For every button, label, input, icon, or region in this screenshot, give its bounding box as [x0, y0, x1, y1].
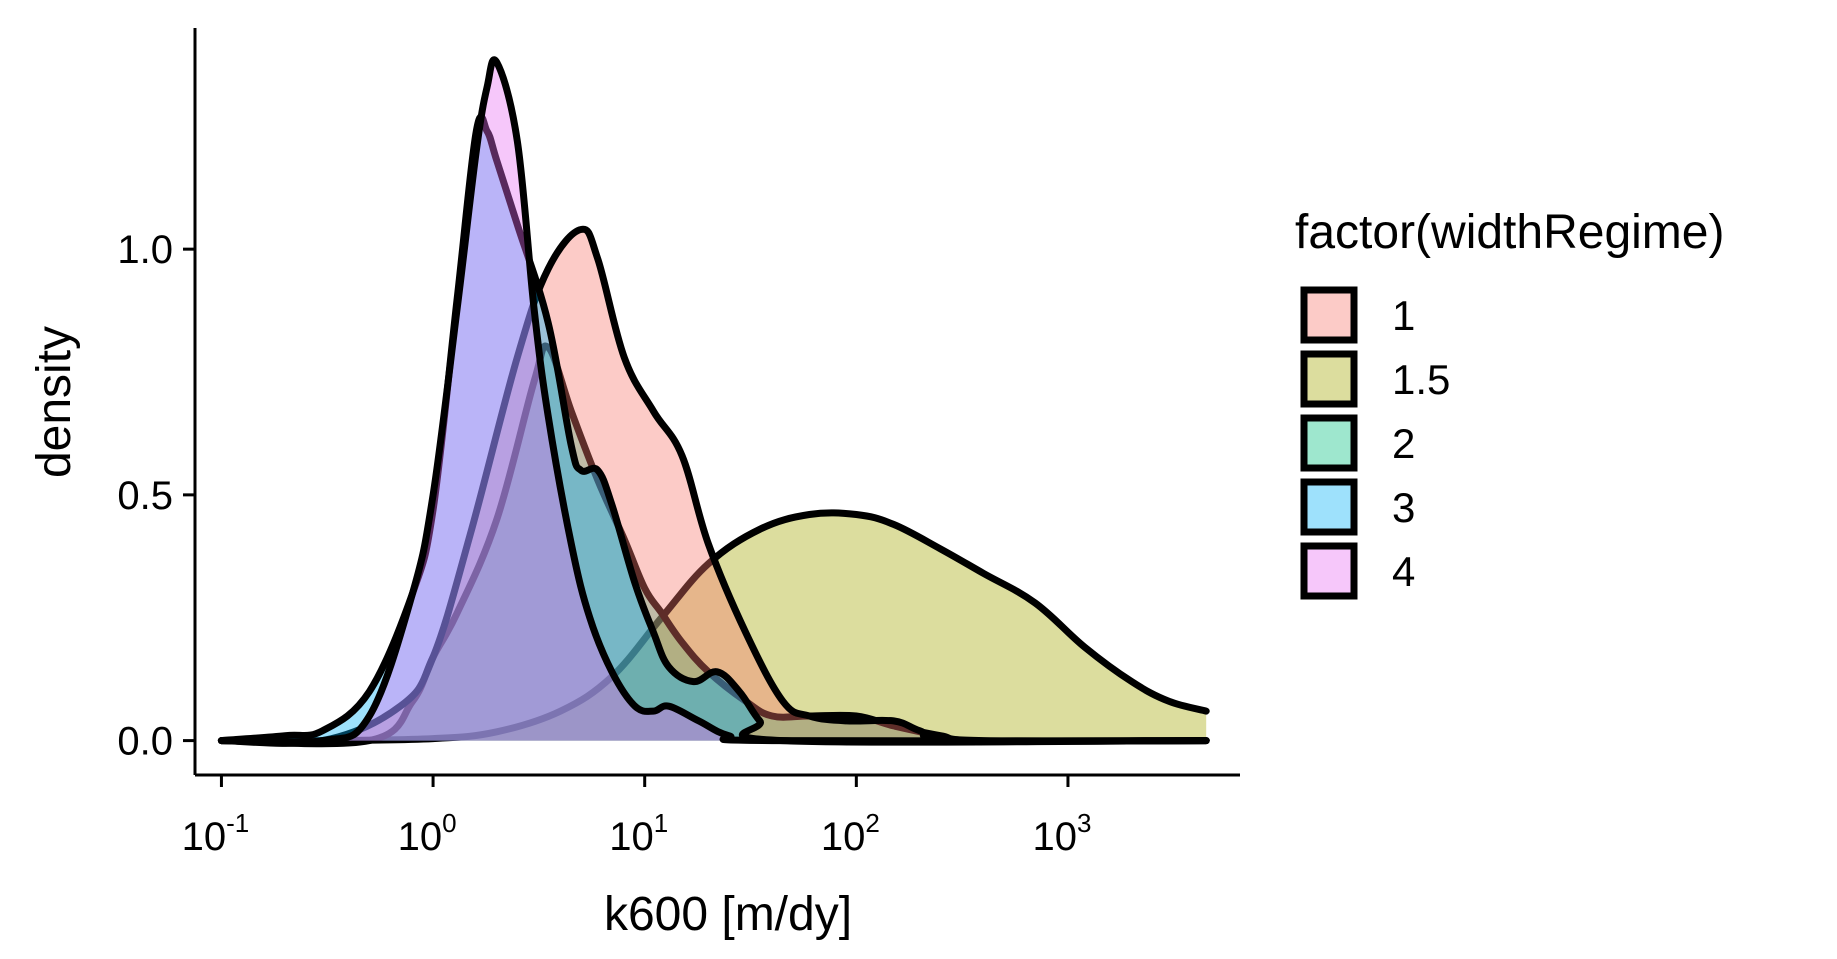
x-tick-label: 103	[1032, 808, 1091, 859]
legend-item-1: 1	[1300, 286, 1415, 344]
y-tick-label: 0.0	[117, 720, 173, 764]
y-axis-title: density	[28, 326, 81, 478]
y-tick-label: 1.0	[117, 228, 173, 272]
legend-label-4: 4	[1392, 548, 1415, 595]
legend-label-1: 1	[1392, 292, 1415, 339]
legend-label-3: 3	[1392, 484, 1415, 531]
legend-key-2	[1300, 414, 1358, 472]
legend-label-2: 2	[1392, 420, 1415, 467]
density-area-2	[221, 345, 1207, 744]
legend-key-1.5	[1300, 350, 1358, 408]
density-area-1	[221, 229, 1207, 744]
x-tick-label: 101	[609, 808, 668, 859]
density-area-1.5	[221, 512, 1207, 741]
legend-key-4	[1300, 542, 1358, 600]
legend-title: factor(widthRegime)	[1295, 206, 1724, 259]
legend-key-3	[1300, 478, 1358, 536]
legend-item-4: 4	[1300, 542, 1415, 600]
density-area-3	[221, 116, 1207, 743]
legend: factor(widthRegime) 1 1.5 2 3 4	[1295, 206, 1724, 600]
x-tick-label: 100	[398, 808, 457, 859]
density-areas	[217, 56, 1210, 748]
plot-area	[217, 56, 1210, 748]
density-outline-1.5	[217, 509, 1210, 745]
legend-item-1.5: 1.5	[1300, 350, 1450, 408]
legend-label-1.5: 1.5	[1392, 356, 1450, 403]
axes: 0.0 0.5 1.0 10-1 100 101 102 103	[117, 28, 1240, 859]
legend-item-2: 2	[1300, 414, 1415, 472]
x-tick-label: 102	[821, 808, 880, 859]
legend-item-3: 3	[1300, 478, 1415, 536]
legend-key-1	[1300, 286, 1358, 344]
legend-items: 1 1.5 2 3 4	[1300, 286, 1450, 600]
x-tick-label: 10-1	[182, 808, 250, 859]
density-outline-1	[217, 225, 1210, 747]
x-axis-title: k600 [m/dy]	[604, 888, 852, 941]
y-tick-label: 0.5	[117, 474, 173, 518]
density-outline-4	[217, 56, 1210, 747]
